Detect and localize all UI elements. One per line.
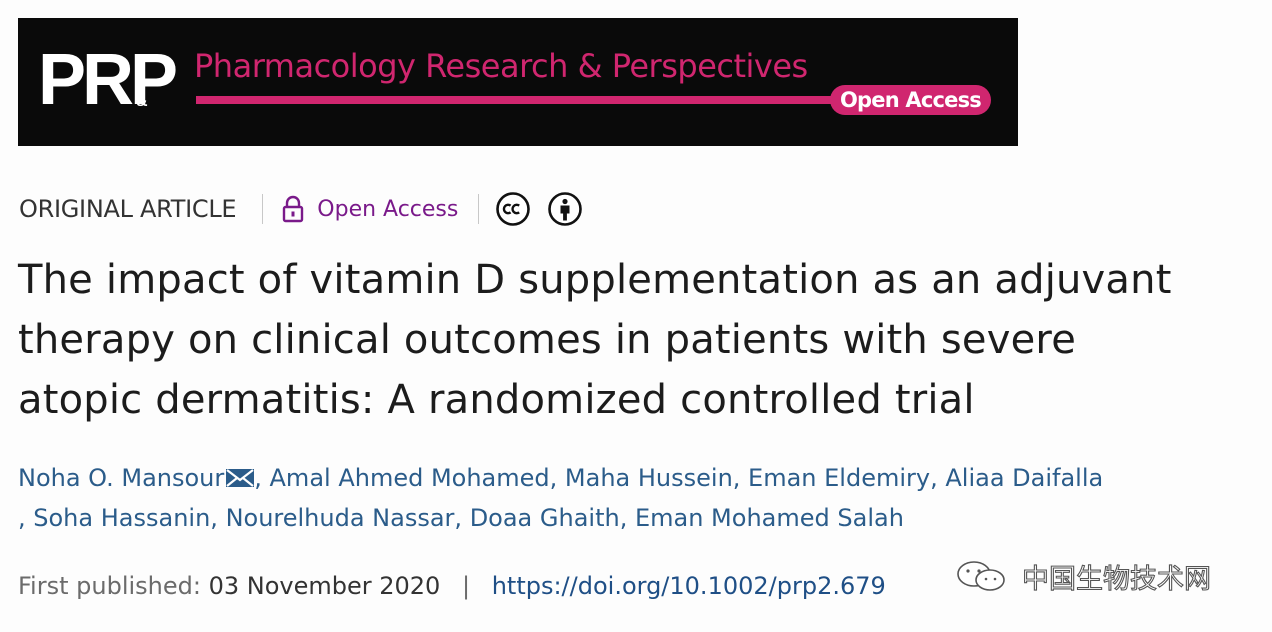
article-title-line: therapy on clinical outcomes in patients… (18, 317, 1076, 363)
author-name[interactable]: Noha O. Mansour (18, 464, 225, 492)
mail-icon[interactable] (226, 469, 255, 487)
creative-commons-icon[interactable] (495, 191, 531, 227)
open-access-link[interactable]: Open Access (317, 196, 459, 222)
author-link[interactable]: Eman Mohamed Salah (634, 504, 904, 532)
banner-divider (196, 96, 836, 104)
divider (262, 194, 264, 224)
doi-link[interactable]: https://doi.org/10.1002/prp2.679 (491, 572, 886, 600)
first-published-label: First published: (18, 572, 201, 600)
author-link[interactable]: Doaa Ghaith (469, 504, 620, 532)
author-link[interactable]: Aliaa Daifalla (945, 464, 1104, 492)
author-link[interactable]: Eman Eldemiry (748, 464, 931, 492)
article-title: The impact of vitamin D supplementation … (18, 250, 1258, 430)
author-link[interactable]: Maha Hussein (564, 464, 733, 492)
first-published-date: 03 November 2020 (208, 572, 441, 600)
watermark-text: 中国生物技术网 (1021, 563, 1211, 595)
journal-logo-ampersand: & (136, 93, 148, 110)
author-list: Noha O. Mansour, Amal Ahmed Mohamed, Mah… (18, 464, 1104, 532)
author-link[interactable]: Soha Hassanin (33, 504, 211, 532)
author-link[interactable]: Amal Ahmed Mohamed (269, 464, 550, 492)
watermark: 中国生物技术网 (952, 556, 1212, 596)
article-title-line: atopic dermatitis: A randomized controll… (18, 377, 975, 423)
journal-logo: PRP (38, 40, 178, 120)
author-link[interactable]: Noha O. Mansour (18, 464, 255, 492)
journal-banner[interactable]: PRP & Pharmacology Research & Perspectiv… (18, 18, 1018, 146)
article-type: ORIGINAL ARTICLE (19, 195, 237, 223)
divider (478, 194, 480, 224)
journal-title: Pharmacology Research & Perspectives (194, 47, 808, 85)
article-meta-row: ORIGINAL ARTICLE Open Access (19, 188, 583, 230)
article-title-line: The impact of vitamin D supplementation … (18, 257, 1172, 303)
publication-info: First published: 03 November 2020 | http… (18, 566, 886, 606)
author-link[interactable]: Nourelhuda Nassar (225, 504, 455, 532)
wechat-icon (957, 561, 1005, 591)
attribution-icon[interactable] (547, 191, 583, 227)
lock-icon (283, 195, 304, 223)
open-access-badge: Open Access (830, 85, 991, 115)
divider: | (461, 572, 471, 600)
